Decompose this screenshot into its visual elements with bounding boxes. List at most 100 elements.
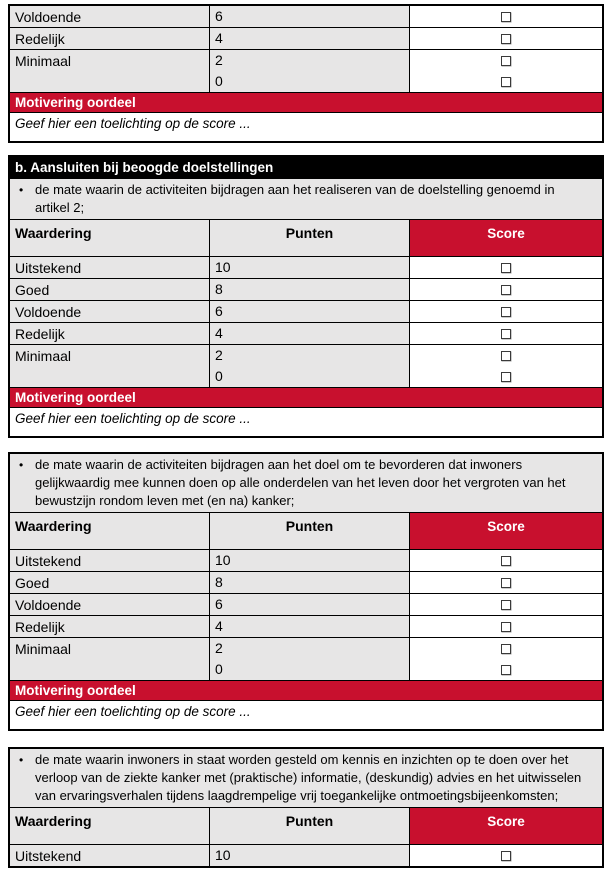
checkbox-line <box>410 550 602 571</box>
toelichting-input-area[interactable]: Geef hier een toelichting op de score ..… <box>10 407 602 436</box>
points-value: 0 <box>215 73 223 89</box>
score-checkbox[interactable] <box>501 284 511 295</box>
score-cell <box>409 616 602 637</box>
toelichting-input-area[interactable]: Geef hier een toelichting op de score ..… <box>10 112 602 141</box>
col-header-waardering: Waardering <box>10 220 209 256</box>
points-value: 2 <box>215 52 223 68</box>
score-checkbox[interactable] <box>501 577 511 588</box>
rating-row: Voldoende 6 <box>10 6 602 27</box>
checkbox-line <box>410 279 602 300</box>
points-cell: 6 <box>209 301 409 322</box>
points-value: 10 <box>215 259 231 275</box>
score-checkbox[interactable] <box>501 328 511 339</box>
points-value: 6 <box>215 596 223 612</box>
checkbox-line <box>410 323 602 344</box>
score-table-criterion-kennis: • de mate waarin inwoners in staat worden… <box>8 747 604 868</box>
score-cell <box>409 345 602 387</box>
rating-row: Goed 8 <box>10 278 602 300</box>
rating-label: Minimaal <box>10 345 209 387</box>
col-header-punten: Punten <box>209 808 409 844</box>
score-cell <box>409 279 602 300</box>
points-value: 8 <box>215 281 223 297</box>
score-checkbox[interactable] <box>501 555 511 566</box>
evaluation-table: b. Aansluiten bij beoogde doelstellingen… <box>8 155 604 438</box>
score-checkbox[interactable] <box>501 599 511 610</box>
points-cell: 8 <box>209 279 409 300</box>
rating-label: Voldoende <box>10 301 209 322</box>
checkbox-line <box>410 594 602 615</box>
rating-label: Redelijk <box>10 323 209 344</box>
rating-row: Uitstekend 10 <box>10 844 602 866</box>
points-value: 4 <box>215 325 223 341</box>
points-value: 8 <box>215 574 223 590</box>
criterion-bullet-row: • de mate waarin de activiteiten bijdrage… <box>10 178 602 219</box>
score-checkbox[interactable] <box>501 664 511 675</box>
score-checkbox[interactable] <box>501 306 511 317</box>
criterion-bullet-row: • de mate waarin inwoners in staat worden… <box>10 749 602 807</box>
score-cell <box>409 301 602 322</box>
score-cell <box>409 638 602 680</box>
rating-label: Voldoende <box>10 594 209 615</box>
motivering-header-bar: Motivering oordeel <box>10 680 602 700</box>
rating-row: Voldoende 6 <box>10 300 602 322</box>
col-header-punten: Punten <box>209 513 409 549</box>
points-value: 10 <box>215 847 231 863</box>
criterion-text: de mate waarin inwoners in staat worden … <box>35 752 582 803</box>
checkbox-line <box>410 301 602 322</box>
score-cell <box>409 6 602 27</box>
points-cell: 4 <box>209 616 409 637</box>
motivering-header-bar: Motivering oordeel <box>10 387 602 407</box>
rating-label: Redelijk <box>10 28 209 49</box>
checkbox-line <box>410 50 602 71</box>
score-cell <box>409 50 602 92</box>
checkbox-line <box>410 638 602 659</box>
score-cell <box>409 257 602 278</box>
bullet-icon: • <box>19 183 24 197</box>
points-cell: 6 <box>209 594 409 615</box>
rating-label: Redelijk <box>10 616 209 637</box>
col-header-score: Score <box>409 808 602 844</box>
col-header-score: Score <box>409 220 602 256</box>
score-cell <box>409 323 602 344</box>
points-cell: 4 <box>209 323 409 344</box>
score-cell <box>409 28 602 49</box>
checkbox-line <box>410 366 602 387</box>
rating-row: Minimaal 2 0 <box>10 49 602 92</box>
rating-label: Uitstekend <box>10 845 209 866</box>
score-checkbox[interactable] <box>501 850 511 861</box>
criterion-bullet-row: • de mate waarin de activiteiten bijdrage… <box>10 454 602 512</box>
column-header-row: Waardering Punten Score <box>10 512 602 549</box>
points-cell: 10 <box>209 845 409 866</box>
score-checkbox[interactable] <box>501 643 511 654</box>
score-cell <box>409 594 602 615</box>
points-value: 6 <box>215 8 223 24</box>
score-checkbox[interactable] <box>501 621 511 632</box>
rating-label: Voldoende <box>10 6 209 27</box>
points-value: 6 <box>215 303 223 319</box>
rating-row: Redelijk 4 <box>10 27 602 49</box>
points-value: 0 <box>215 661 223 677</box>
rating-row: Redelijk 4 <box>10 615 602 637</box>
points-cell: 8 <box>209 572 409 593</box>
score-checkbox[interactable] <box>501 76 511 87</box>
points-value: 2 <box>215 640 223 656</box>
motivering-header-bar: Motivering oordeel <box>10 92 602 112</box>
score-checkbox[interactable] <box>501 371 511 382</box>
score-table-partial-top: Voldoende 6 Redelijk 4 Minimaal 2 0 Motivering … <box>8 4 604 143</box>
rating-label: Minimaal <box>10 638 209 680</box>
col-header-waardering: Waardering <box>10 513 209 549</box>
rating-row: Redelijk 4 <box>10 322 602 344</box>
checkbox-line <box>410 572 602 593</box>
toelichting-input-area[interactable]: Geef hier een toelichting op de score ..… <box>10 700 602 729</box>
checkbox-line <box>410 28 602 49</box>
score-checkbox[interactable] <box>501 55 511 66</box>
score-checkbox[interactable] <box>501 11 511 22</box>
points-value: 10 <box>215 552 231 568</box>
score-checkbox[interactable] <box>501 262 511 273</box>
score-cell <box>409 845 602 866</box>
score-checkbox[interactable] <box>501 350 511 361</box>
score-checkbox[interactable] <box>501 33 511 44</box>
col-header-waardering: Waardering <box>10 808 209 844</box>
